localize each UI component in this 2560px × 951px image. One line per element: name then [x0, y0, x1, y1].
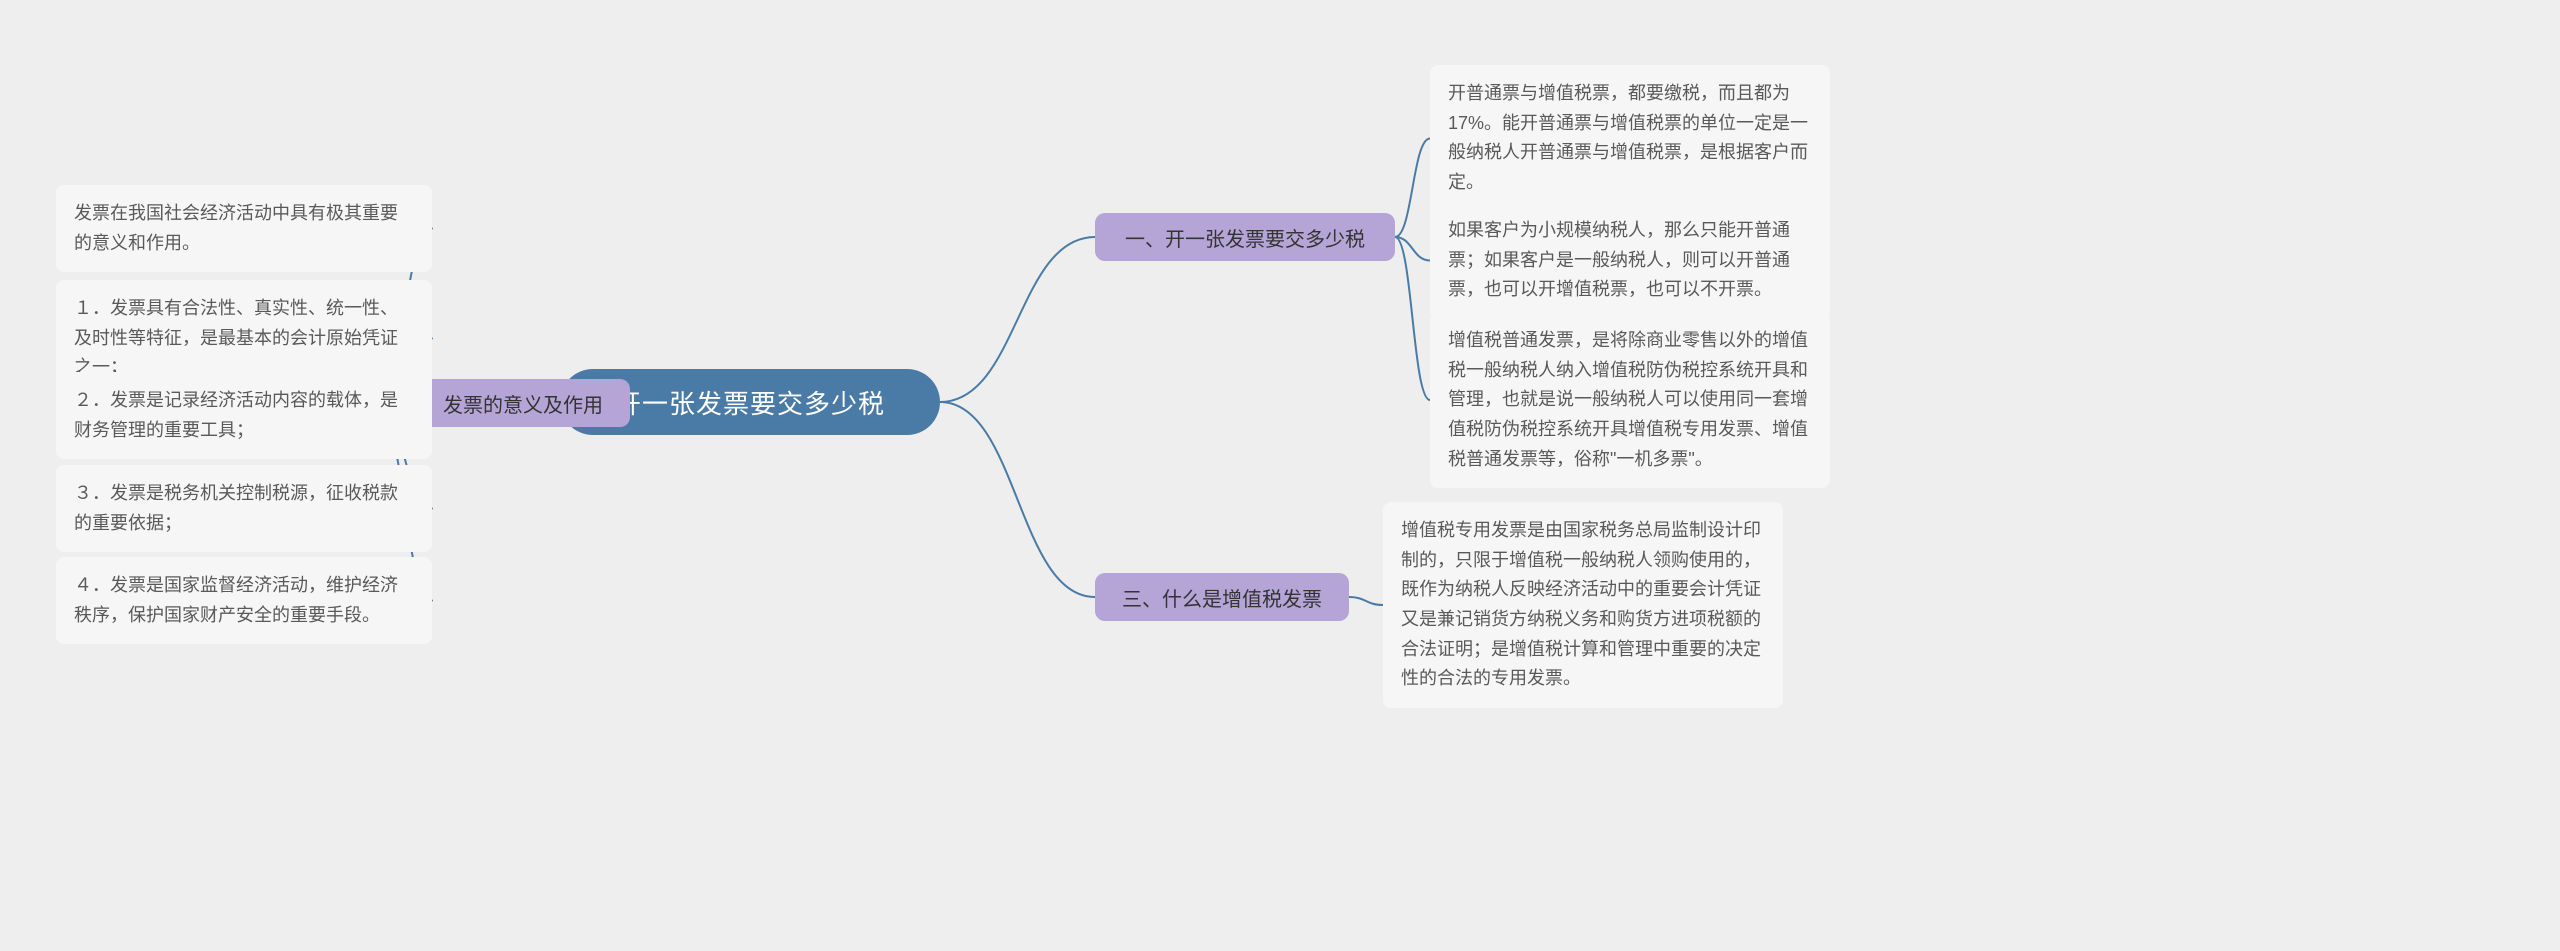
mindmap-leaf-b2-3: ３．发票是税务机关控制税源，征收税款的重要依据；	[56, 465, 432, 552]
mindmap-leaf-b2-1-label: １．发票具有合法性、真实性、统一性、及时性等特征，是最基本的会计原始凭证之一；	[74, 294, 414, 383]
mindmap-leaf-b1-0: 开普通票与增值税票，都要缴税，而且都为17%。能开普通票与增值税票的单位一定是一…	[1430, 65, 1830, 212]
mindmap-leaf-b1-0-label: 开普通票与增值税票，都要缴税，而且都为17%。能开普通票与增值税票的单位一定是一…	[1448, 79, 1812, 198]
mindmap-leaf-b2-0: 发票在我国社会经济活动中具有极其重要的意义和作用。	[56, 185, 432, 272]
mindmap-branch-b1: 一、开一张发票要交多少税	[1095, 213, 1395, 261]
mindmap-leaf-b2-4-label: ４．发票是国家监督经济活动，维护经济秩序，保护国家财产安全的重要手段。	[74, 571, 414, 630]
mindmap-leaf-b2-2: ２．发票是记录经济活动内容的载体，是财务管理的重要工具；	[56, 372, 432, 459]
mindmap-leaf-b2-4: ４．发票是国家监督经济活动，维护经济秩序，保护国家财产安全的重要手段。	[56, 557, 432, 644]
mindmap-leaf-b3-0-label: 增值税专用发票是由国家税务总局监制设计印制的，只限于增值税一般纳税人领购使用的，…	[1401, 516, 1765, 694]
mindmap-leaf-b2-0-label: 发票在我国社会经济活动中具有极其重要的意义和作用。	[74, 199, 414, 258]
mindmap-leaf-b3-0: 增值税专用发票是由国家税务总局监制设计印制的，只限于增值税一般纳税人领购使用的，…	[1383, 502, 1783, 708]
mindmap-branch-b3: 三、什么是增值税发票	[1095, 573, 1349, 621]
mindmap-leaf-b1-1: 如果客户为小规模纳税人，那么只能开普通票；如果客户是一般纳税人，则可以开普通票，…	[1430, 202, 1830, 319]
mindmap-branch-b1-label: 一、开一张发票要交多少税	[1125, 223, 1365, 252]
mindmap-branch-b2-label: 二、发票的意义及作用	[403, 389, 603, 418]
mindmap-root-label: 开一张发票要交多少税	[615, 384, 885, 421]
mindmap-leaf-b1-1-label: 如果客户为小规模纳税人，那么只能开普通票；如果客户是一般纳税人，则可以开普通票，…	[1448, 216, 1812, 305]
mindmap-leaf-b1-2: 增值税普通发票，是将除商业零售以外的增值税一般纳税人纳入增值税防伪税控系统开具和…	[1430, 312, 1830, 488]
mindmap-leaf-b2-3-label: ３．发票是税务机关控制税源，征收税款的重要依据；	[74, 479, 414, 538]
mindmap-leaf-b2-2-label: ２．发票是记录经济活动内容的载体，是财务管理的重要工具；	[74, 386, 414, 445]
mindmap-branch-b3-label: 三、什么是增值税发票	[1122, 583, 1322, 612]
mindmap-leaf-b1-2-label: 增值税普通发票，是将除商业零售以外的增值税一般纳税人纳入增值税防伪税控系统开具和…	[1448, 326, 1812, 474]
